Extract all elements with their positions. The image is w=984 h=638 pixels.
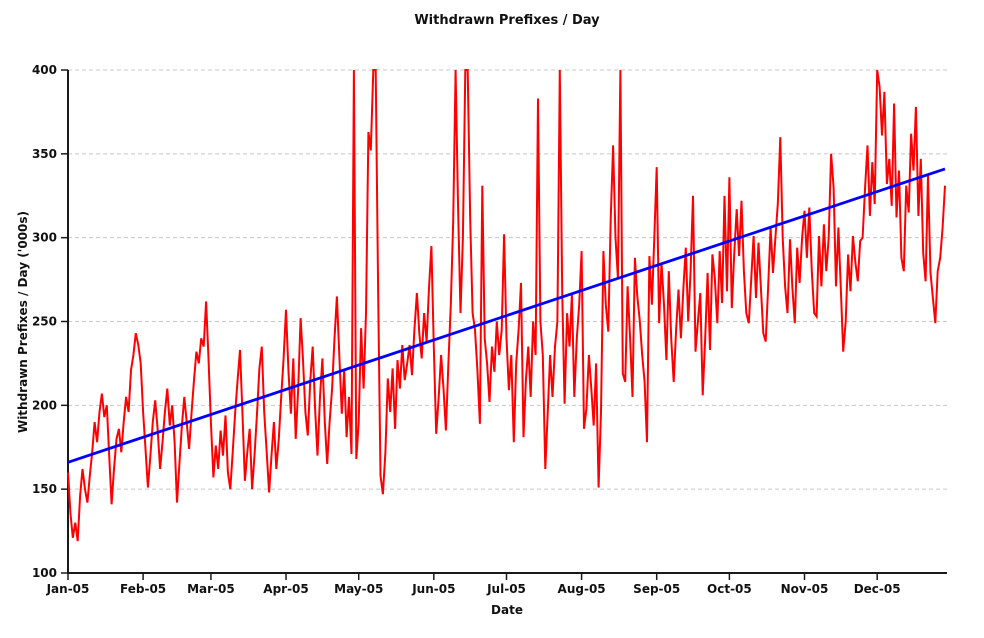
x-tick-label: May-05 — [334, 582, 383, 596]
y-tick-label: 100 — [32, 566, 57, 580]
x-tick-label: Jan-05 — [46, 582, 90, 596]
y-tick-label: 350 — [32, 147, 57, 161]
x-tick-label: Apr-05 — [263, 582, 308, 596]
x-tick-label: Feb-05 — [120, 582, 166, 596]
y-tick-label: 200 — [32, 398, 57, 412]
trend-line — [67, 167, 946, 464]
y-tick-label: 150 — [32, 482, 57, 496]
x-tick-label: Oct-05 — [707, 582, 752, 596]
x-tick-label: Nov-05 — [781, 582, 829, 596]
chart-title: Withdrawn Prefixes / Day — [414, 13, 600, 28]
y-tick-label: 400 — [32, 63, 57, 77]
x-tick-label: Sep-05 — [633, 582, 680, 596]
daily-series-line — [67, 69, 946, 542]
x-tick-label: Mar-05 — [187, 582, 235, 596]
x-tick-label: Aug-05 — [558, 582, 606, 596]
x-tick-label: Dec-05 — [854, 582, 901, 596]
y-tick-label: 300 — [32, 231, 57, 245]
x-axis-title: Date — [491, 603, 523, 617]
x-tick-label: Jul-05 — [486, 582, 526, 596]
x-tick-label: Jun-05 — [411, 582, 455, 596]
y-tick-label: 250 — [32, 315, 57, 329]
